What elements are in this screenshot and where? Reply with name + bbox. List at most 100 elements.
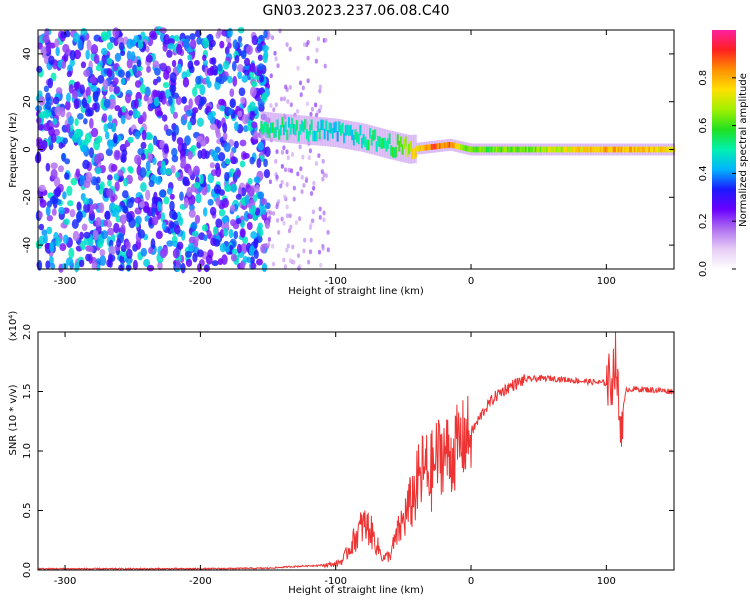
heatmap-cell [656, 146, 659, 153]
heatmap-cell [222, 132, 228, 141]
heatmap-cell [455, 143, 458, 149]
spectrogram-y-ticks: -40 -20 0 20 40 [22, 48, 674, 253]
heatmap-cell [286, 114, 289, 143]
heatmap-cell [189, 38, 197, 50]
heatmap-cell [102, 79, 109, 91]
heatmap-cell [349, 124, 352, 136]
heatmap-cell [369, 125, 372, 154]
heatmap-cell [555, 146, 559, 153]
heatmap-cell [565, 146, 568, 153]
heatmap-cell [147, 151, 153, 162]
x-tick-label: 0 [468, 276, 474, 287]
heatmap-cell [140, 153, 146, 161]
heatmap-cell [130, 51, 136, 62]
heatmap-cell [259, 74, 265, 83]
heatmap-cell [122, 190, 129, 199]
heatmap-cell [453, 142, 456, 149]
heatmap-cell [275, 218, 280, 223]
heatmap-cell [175, 259, 181, 269]
heatmap-cell [136, 70, 143, 77]
heatmap-cell [257, 63, 265, 71]
heatmap-cell [134, 80, 142, 88]
heatmap-cell [80, 61, 87, 69]
heatmap-cell [609, 146, 612, 153]
heatmap-cell [126, 38, 134, 50]
heatmap-cell [82, 159, 90, 170]
heatmap-cell [202, 37, 209, 49]
heatmap-cell [339, 125, 343, 136]
heatmap-cell [168, 221, 175, 229]
heatmap-cell [55, 87, 63, 95]
heatmap-cell [232, 75, 238, 87]
colorbar-tick-label: 0.6 [698, 118, 709, 134]
heatmap-cell [96, 176, 101, 184]
heatmap-cell [319, 262, 323, 268]
heatmap-cell [375, 126, 378, 156]
y-tick-label: 2.0 [22, 324, 33, 340]
heatmap-cell [125, 264, 132, 272]
heatmap-cell [422, 145, 426, 151]
heatmap-cell [334, 118, 338, 148]
heatmap-cell [221, 254, 228, 265]
heatmap-cell [163, 143, 169, 154]
heatmap-cell [508, 146, 512, 153]
heatmap-cell [58, 165, 64, 173]
heatmap-cell [169, 200, 175, 212]
snr-y-scale-label: (x10⁴) [8, 311, 19, 342]
heatmap-cell [310, 106, 315, 112]
heatmap-cell [152, 157, 157, 166]
heatmap-cell [52, 117, 58, 126]
heatmap-cell [249, 109, 255, 121]
x-tick-label: 100 [597, 276, 616, 287]
heatmap-cell [326, 229, 330, 235]
heatmap-cell [35, 105, 43, 112]
heatmap-cell [516, 146, 520, 153]
heatmap-cell [189, 204, 195, 212]
y-tick-label: 0.0 [22, 562, 33, 578]
heatmap-cell [274, 102, 278, 108]
heatmap-cell [160, 160, 166, 169]
heatmap-cell [479, 146, 482, 153]
heatmap-cell [155, 176, 162, 185]
heatmap-cell [310, 218, 314, 224]
heatmap-cell [61, 60, 67, 69]
heatmap-cell [268, 112, 271, 141]
heatmap-cell [66, 257, 74, 266]
heatmap-cell [48, 55, 55, 65]
heatmap-cell [383, 137, 387, 149]
heatmap-cell [633, 146, 637, 153]
heatmap-cell [152, 90, 160, 97]
heatmap-cell [260, 198, 268, 205]
heatmap-cell [190, 221, 198, 231]
heatmap-cell [73, 81, 80, 91]
heatmap-cell [249, 101, 256, 112]
heatmap-cell [85, 171, 93, 183]
heatmap-cell [338, 121, 341, 132]
heatmap-cell [614, 146, 617, 153]
heatmap-cell [287, 228, 292, 234]
heatmap-cell [91, 261, 98, 270]
heatmap-cell [311, 209, 316, 215]
heatmap-cell [274, 158, 278, 164]
heatmap-cell [283, 194, 287, 200]
heatmap-cell [624, 146, 627, 153]
heatmap-cell [524, 146, 528, 153]
heatmap-cell [65, 123, 71, 134]
heatmap-cell [37, 139, 44, 149]
heatmap-cell [66, 185, 73, 197]
heatmap-cell [489, 146, 492, 153]
heatmap-cell [307, 116, 310, 145]
heatmap-cell [313, 116, 317, 146]
heatmap-cell [139, 83, 146, 95]
heatmap-cell [552, 146, 555, 153]
heatmap-cell [229, 88, 235, 98]
heatmap-cell [318, 128, 322, 140]
heatmap-cell [114, 52, 122, 62]
heatmap-cell [604, 146, 607, 153]
heatmap-cell [598, 146, 601, 153]
heatmap-cell [193, 181, 201, 189]
heatmap-cell [594, 146, 598, 153]
heatmap-cell [65, 100, 71, 111]
heatmap-cell [391, 146, 395, 158]
heatmap-cell [173, 34, 180, 42]
